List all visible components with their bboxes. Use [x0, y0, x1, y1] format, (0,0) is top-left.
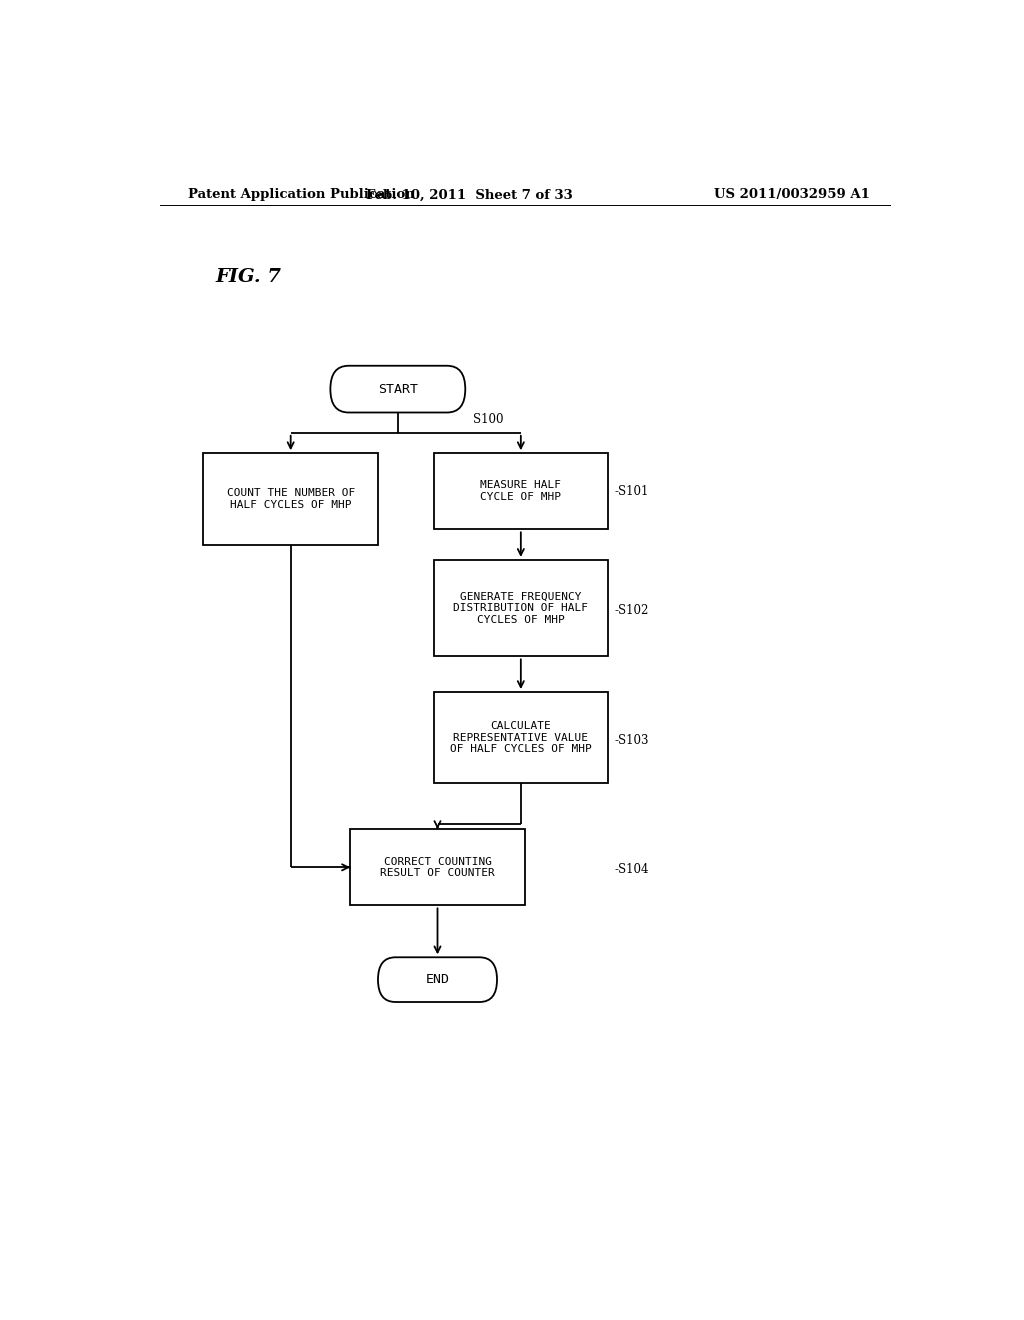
Text: MEASURE HALF
CYCLE OF MHP: MEASURE HALF CYCLE OF MHP [480, 480, 561, 502]
Text: Patent Application Publication: Patent Application Publication [187, 189, 415, 202]
Text: -S102: -S102 [614, 605, 649, 618]
Text: -S104: -S104 [614, 863, 649, 876]
Text: -S101: -S101 [614, 486, 649, 498]
Text: -S103: -S103 [614, 734, 649, 747]
Text: CORRECT COUNTING
RESULT OF COUNTER: CORRECT COUNTING RESULT OF COUNTER [380, 857, 495, 878]
Text: US 2011/0032959 A1: US 2011/0032959 A1 [714, 189, 870, 202]
Text: Feb. 10, 2011  Sheet 7 of 33: Feb. 10, 2011 Sheet 7 of 33 [366, 189, 572, 202]
Text: COUNT THE NUMBER OF
HALF CYCLES OF MHP: COUNT THE NUMBER OF HALF CYCLES OF MHP [226, 488, 354, 510]
Bar [204, 453, 378, 545]
Bar [433, 692, 608, 784]
Text: S100: S100 [473, 413, 504, 426]
Bar [433, 560, 608, 656]
Bar [433, 453, 608, 529]
Text: GENERATE FREQUENCY
DISTRIBUTION OF HALF
CYCLES OF MHP: GENERATE FREQUENCY DISTRIBUTION OF HALF … [454, 591, 589, 624]
Bar [350, 829, 524, 906]
FancyBboxPatch shape [331, 366, 465, 412]
Text: START: START [378, 383, 418, 396]
FancyBboxPatch shape [378, 957, 497, 1002]
Text: END: END [426, 973, 450, 986]
Text: CALCULATE
REPRESENTATIVE VALUE
OF HALF CYCLES OF MHP: CALCULATE REPRESENTATIVE VALUE OF HALF C… [450, 721, 592, 754]
Text: FIG. 7: FIG. 7 [215, 268, 282, 286]
